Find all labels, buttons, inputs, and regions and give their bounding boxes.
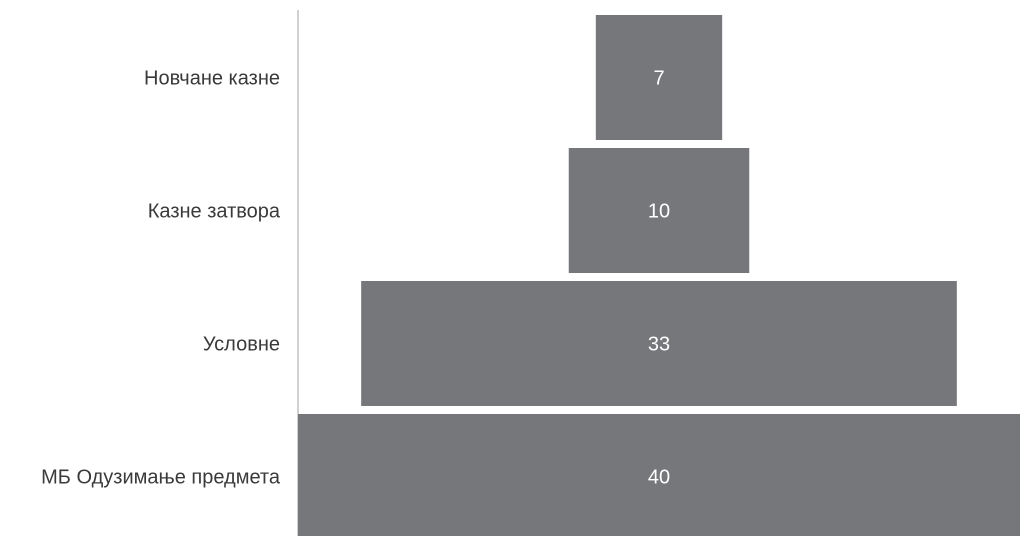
- category-labels-layer: Новчане казне Казне затвора Условне МБ Одуз…: [41, 68, 281, 489]
- bar-value-label: 10: [648, 201, 670, 223]
- category-label: Условне: [203, 334, 280, 356]
- category-label: МБ Одузимање предмета: [41, 467, 281, 489]
- bar-value-label: 7: [653, 68, 664, 90]
- category-label: Казне затвора: [148, 201, 281, 223]
- category-label: Новчане казне: [144, 68, 280, 90]
- bar-value-label: 40: [648, 467, 670, 489]
- value-labels-layer: 7 10 33 40: [648, 68, 670, 489]
- funnel-bar: [361, 281, 957, 406]
- funnel-bar: [568, 148, 750, 273]
- bars-layer: [298, 15, 1020, 539]
- funnel-bar: [298, 414, 1020, 539]
- funnel-bar: [595, 15, 723, 140]
- bar-value-label: 33: [648, 334, 670, 356]
